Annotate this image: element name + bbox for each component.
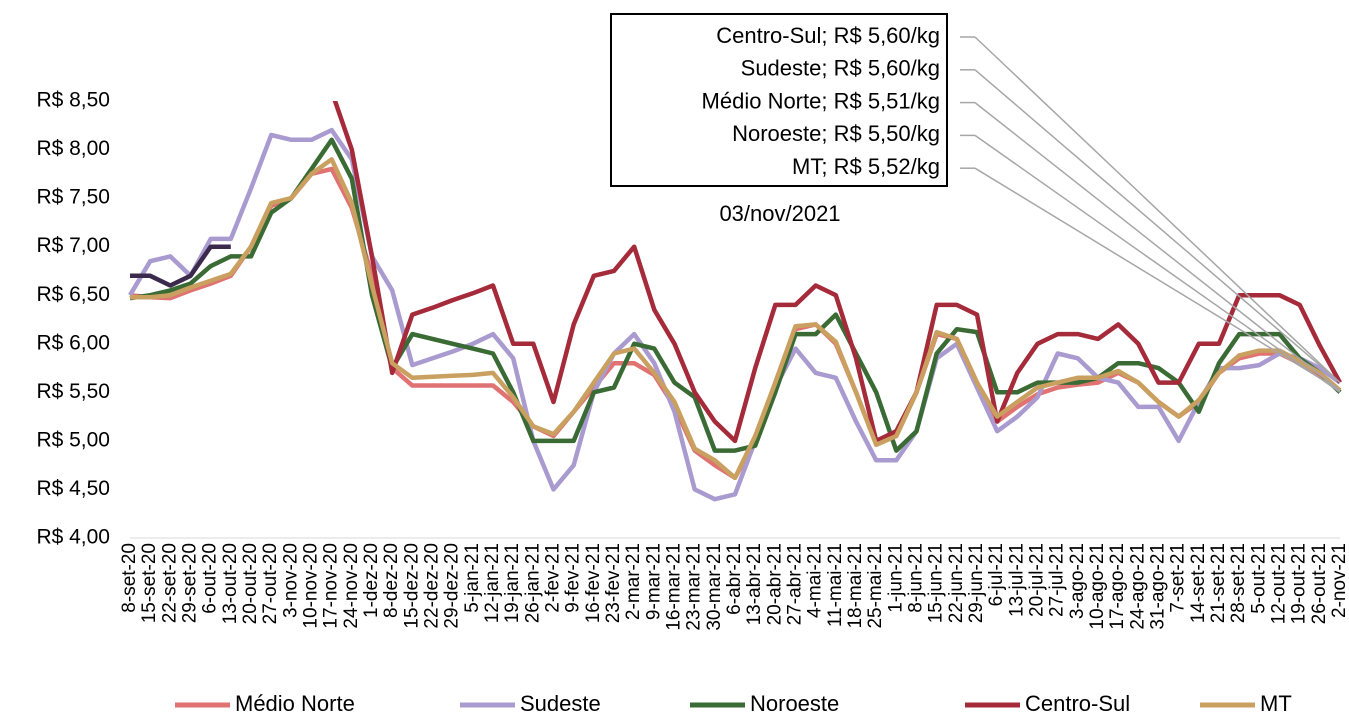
x-tick-label: 20-out-20 [240,543,261,624]
x-tick-label: 19-out-21 [1289,543,1310,624]
x-tick-label: 13-abr-21 [744,543,765,625]
x-tick-label: 9-fev-21 [563,543,584,613]
annotation-box [610,13,948,187]
x-tick-label: 26-jan-21 [522,543,543,623]
x-tick-label: 8-set-20 [119,543,140,613]
x-tick-label: 15-set-20 [139,543,160,623]
x-tick-label: 16-fev-21 [583,543,604,623]
x-tick-label: 17-ago-21 [1107,543,1128,630]
x-tick-label: 25-mai-21 [865,543,886,629]
x-tick-label: 9-mar-21 [643,543,664,620]
x-tick-label: 31-ago-21 [1148,543,1169,630]
x-tick-label: 8-dez-20 [381,543,402,618]
y-tick-label: R$ 4,00 [36,526,110,549]
x-tick-label: 13-out-20 [220,543,241,624]
leader-line [974,167,1341,392]
x-tick-label: 22-dez-20 [422,543,443,629]
x-tick-label: 14-set-21 [1188,543,1209,623]
leader-line [974,69,1341,384]
x-tick-label: 6-abr-21 [724,543,745,615]
x-tick-label: 27-jul-21 [1047,543,1068,617]
x-tick-label: 10-nov-20 [301,543,322,629]
annotation-date: 03/nov/2021 [719,201,840,226]
x-tick-label: 2-nov-21 [1329,543,1349,618]
x-tick-label: 22-set-20 [159,543,180,623]
x-tick-label: 20-abr-21 [764,543,785,625]
y-tick-label: R$ 7,50 [36,186,110,209]
series-line [130,157,1342,481]
legend-label: Médio Norte [235,691,355,716]
x-tick-label: 3-ago-21 [1067,543,1088,619]
x-tick-label: 18-mai-21 [845,543,866,629]
x-tick-label: 12-out-21 [1269,543,1290,624]
x-tick-label: 3-nov-20 [280,543,301,618]
x-tick-label: 7-set-21 [1168,543,1189,613]
y-tick-label: R$ 5,00 [36,428,110,451]
series-line [129,137,1342,453]
y-tick-label: R$ 8,50 [36,89,110,112]
x-tick-label: 22-jun-21 [946,543,967,623]
x-tick-label: 6-jul-21 [986,543,1007,606]
y-tick-label: R$ 8,00 [36,137,110,160]
x-tick-label: 15-dez-20 [401,543,422,629]
x-tick-label: 28-set-21 [1228,543,1249,623]
series-line [332,101,1342,444]
leader-line [974,36,1341,384]
y-tick-label: R$ 4,50 [36,477,110,500]
x-tick-label: 23-fev-21 [603,543,624,623]
x-tick-label: 5-out-21 [1248,543,1269,614]
x-tick-label: 1-dez-20 [361,543,382,618]
x-tick-label: 27-out-20 [260,543,281,624]
legend-label: Noroeste [750,691,839,716]
x-tick-label: 1-jun-21 [885,543,906,613]
x-tick-label: 4-mai-21 [805,543,826,618]
x-tick-label: 20-jul-21 [1027,543,1048,617]
x-tick-label: 29-jun-21 [966,543,987,623]
x-tick-label: 2-mar-21 [623,543,644,620]
x-tick-label: 19-jan-21 [502,543,523,623]
x-tick-label: 5-jan-21 [462,543,483,613]
annotation: Noroeste; R$ 5,50/kg [732,121,940,146]
x-tick-label: 10-ago-21 [1087,543,1108,630]
x-tick-label: 12-jan-21 [482,543,503,623]
leader-line [974,134,1341,393]
y-tick-label: R$ 6,50 [36,283,110,306]
legend-label: Sudeste [520,691,601,716]
x-tick-label: 16-mar-21 [664,543,685,631]
annotation: MT; R$ 5,52/kg [792,154,940,179]
x-tick-label: 15-jun-21 [926,543,947,623]
leader-line [974,102,1341,391]
x-tick-label: 23-mar-21 [684,543,705,631]
annotation: Sudeste; R$ 5,60/kg [741,56,940,81]
x-tick-label: 30-mar-21 [704,543,725,631]
annotation: Médio Norte; R$ 5,51/kg [702,88,940,113]
x-tick-label: 27-abr-21 [785,543,806,625]
x-tick-label: 29-dez-20 [442,543,463,629]
y-tick-label: R$ 5,50 [36,380,110,403]
legend-label: Centro-Sul [1025,691,1130,716]
y-tick-label: R$ 6,00 [36,331,110,354]
legend-label: MT [1260,691,1292,716]
y-tick-label: R$ 7,00 [36,234,110,257]
x-tick-label: 8-jun-21 [906,543,927,613]
x-tick-label: 24-ago-21 [1127,543,1148,630]
x-tick-label: 2-fev-21 [543,543,564,613]
x-tick-label: 11-mai-21 [825,543,846,627]
x-tick-label: 13-jul-21 [1006,543,1027,617]
x-tick-label: 6-out-20 [200,543,221,614]
series-line [130,244,231,288]
annotation: Centro-Sul; R$ 5,60/kg [716,23,940,48]
x-tick-label: 17-nov-20 [321,543,342,629]
x-tick-label: 29-set-20 [180,543,201,623]
series-line [128,127,1342,502]
plot-area [128,101,1342,502]
x-tick-label: 26-out-21 [1309,543,1330,624]
x-tick-label: 24-nov-20 [341,543,362,629]
x-tick-label: 21-set-21 [1208,543,1229,623]
